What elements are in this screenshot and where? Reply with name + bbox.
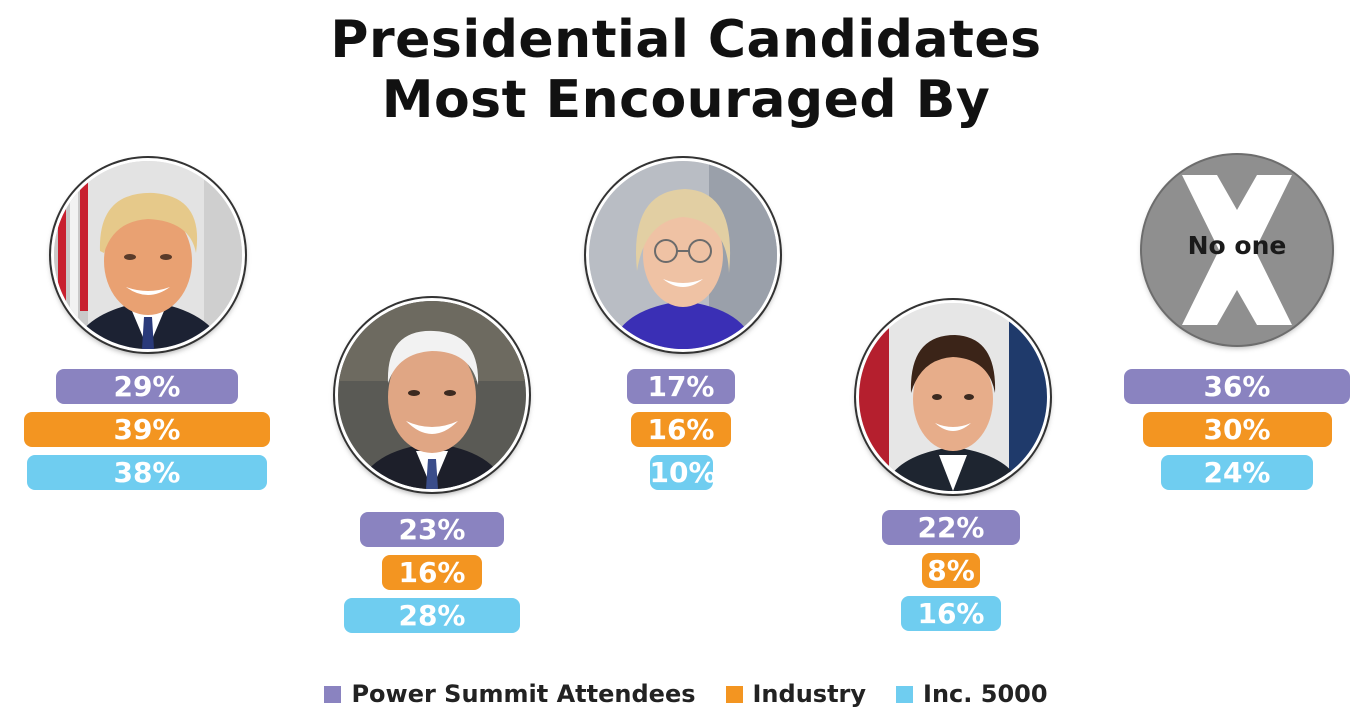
bar-inc5000-candidate-5: 24% — [1161, 455, 1313, 490]
legend-swatch — [725, 685, 743, 703]
x-icon — [1182, 175, 1292, 325]
legend-swatch — [324, 685, 342, 703]
candidate-1-portrait — [51, 158, 245, 352]
bar-value-label: 10% — [649, 456, 717, 489]
bar-industry-candidate-5: 30% — [1142, 412, 1332, 447]
bar-value-label: 17% — [647, 370, 715, 403]
candidate-2-portrait — [335, 298, 529, 492]
bar-value-label: 16% — [647, 413, 715, 446]
legend-item-industry: Industry — [725, 680, 867, 708]
bar-industry-candidate-4: 8% — [922, 553, 980, 588]
bar-value-label: 16% — [917, 597, 985, 630]
candidate-4-portrait — [856, 300, 1050, 494]
bar-power-summit-candidate-5: 36% — [1123, 369, 1351, 404]
legend: Power Summit Attendees Industry Inc. 500… — [0, 680, 1372, 708]
bar-industry-candidate-1: 39% — [24, 412, 270, 447]
bar-value-label: 39% — [113, 413, 181, 446]
bar-inc5000-candidate-3: 10% — [649, 455, 717, 490]
bar-inc5000-candidate-4: 16% — [900, 596, 1002, 631]
legend-item-inc5000: Inc. 5000 — [896, 680, 1048, 708]
bar-value-label: 16% — [398, 556, 466, 589]
candidate-3-portrait — [586, 158, 780, 352]
bar-inc5000-candidate-1: 38% — [27, 455, 267, 490]
bar-value-label: 30% — [1203, 413, 1271, 446]
chart-title-line-1: Presidential Candidates — [330, 10, 1042, 70]
bar-value-label: 24% — [1203, 456, 1271, 489]
chart-title-line-2: Most Encouraged By — [381, 70, 991, 130]
bar-value-label: 38% — [113, 456, 181, 489]
legend-swatch — [896, 685, 914, 703]
bar-industry-candidate-2: 16% — [381, 555, 483, 590]
bar-value-label: 23% — [398, 513, 466, 546]
bar-power-summit-candidate-1: 29% — [55, 369, 239, 404]
bar-value-label: 28% — [398, 599, 466, 632]
bar-inc5000-candidate-2: 28% — [343, 598, 521, 633]
chart-title: Presidential Candidates Most Encouraged … — [0, 10, 1372, 130]
legend-label: Industry — [752, 680, 867, 708]
bar-value-label: 29% — [113, 370, 181, 403]
bar-power-summit-candidate-4: 22% — [881, 510, 1021, 545]
bar-value-label: 22% — [917, 511, 985, 544]
no-one-label: No one — [1187, 231, 1287, 260]
bar-power-summit-candidate-3: 17% — [627, 369, 735, 404]
legend-label: Power Summit Attendees — [351, 680, 696, 708]
legend-item-power-summit: Power Summit Attendees — [324, 680, 696, 708]
no-one-circle: No one — [1142, 155, 1332, 345]
bar-power-summit-candidate-2: 23% — [359, 512, 505, 547]
bar-industry-candidate-3: 16% — [630, 412, 732, 447]
bar-value-label: 36% — [1203, 370, 1271, 403]
legend-label: Inc. 5000 — [923, 680, 1048, 708]
bar-value-label: 8% — [927, 554, 975, 587]
